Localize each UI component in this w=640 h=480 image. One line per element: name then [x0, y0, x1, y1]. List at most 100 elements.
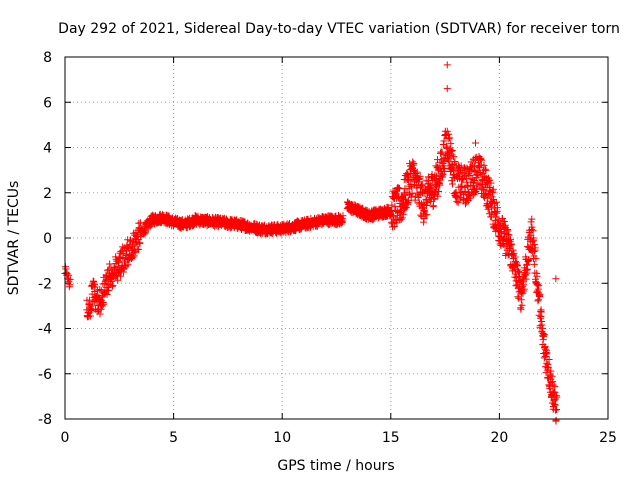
data-point: [553, 393, 561, 401]
data-point: [429, 202, 437, 210]
data-point: [114, 276, 122, 284]
data-point: [398, 214, 406, 222]
data-point: [506, 236, 514, 244]
data-point: [487, 179, 495, 187]
data-point: [390, 222, 398, 230]
data-point: [445, 135, 453, 143]
data-point: [443, 85, 451, 93]
data-point: [486, 184, 494, 192]
data-point: [438, 172, 446, 180]
data-point: [536, 290, 544, 298]
data-point: [479, 169, 487, 177]
data-point: [105, 286, 113, 294]
data-point: [530, 248, 538, 256]
data-point: [481, 165, 489, 173]
y-axis-label: SDTVAR / TECUs: [6, 181, 22, 296]
data-point: [410, 159, 418, 167]
data-point: [443, 127, 451, 135]
data-point: [135, 245, 143, 253]
data-point: [450, 167, 458, 175]
data-point: [551, 388, 559, 396]
data-point: [477, 156, 485, 164]
data-point: [482, 166, 490, 174]
data-point: [448, 146, 456, 154]
data-point: [447, 140, 455, 148]
data-point: [87, 307, 95, 315]
data-point: [441, 167, 449, 175]
data-point: [471, 177, 479, 185]
x-tick-label: 0: [61, 430, 70, 446]
data-point: [551, 406, 559, 414]
data-point: [531, 244, 539, 252]
data-point: [419, 200, 427, 208]
data-point: [397, 215, 405, 223]
data-point: [466, 194, 474, 202]
data-point: [440, 137, 448, 145]
data-point: [420, 214, 428, 222]
data-point: [108, 282, 116, 290]
y-tick-label: 6: [43, 95, 52, 111]
data-point: [533, 272, 541, 280]
data-point: [494, 217, 502, 225]
data-point: [540, 354, 548, 362]
plot-frame: [64, 56, 609, 420]
data-point: [538, 321, 546, 329]
data-point: [505, 231, 513, 239]
data-point: [415, 175, 423, 183]
data-point: [549, 381, 557, 389]
y-tick-label: -2: [38, 276, 52, 292]
data-point: [528, 223, 536, 231]
data-point: [493, 204, 501, 212]
data-point: [517, 305, 525, 313]
data-point: [535, 282, 543, 290]
data-point: [510, 250, 518, 258]
data-point: [99, 300, 107, 308]
data-point: [423, 211, 431, 219]
data-point: [451, 157, 459, 165]
data-point: [399, 210, 407, 218]
data-point: [492, 198, 500, 206]
data-point: [552, 275, 560, 283]
data-point: [457, 176, 465, 184]
data-point: [500, 218, 508, 226]
data-point: [534, 297, 542, 305]
data-point: [523, 265, 531, 273]
data-point: [66, 275, 74, 283]
data-point: [129, 253, 137, 261]
data-point: [96, 310, 104, 318]
data-point: [443, 145, 451, 153]
data-point: [454, 199, 462, 207]
data-point: [418, 182, 426, 190]
data-point: [507, 240, 515, 248]
data-point: [388, 201, 396, 209]
data-point: [473, 185, 481, 193]
data-point: [517, 296, 525, 304]
data-point: [456, 195, 464, 203]
data-point: [530, 260, 538, 268]
y-tick-label: 8: [43, 50, 52, 66]
data-point: [553, 405, 561, 413]
x-axis-label: GPS time / hours: [277, 458, 394, 474]
data-point: [501, 230, 509, 238]
y-tick-label: -8: [38, 412, 52, 428]
data-point: [552, 416, 560, 424]
data-point: [514, 293, 522, 301]
data-point: [544, 363, 552, 371]
x-tick-label: 10: [273, 430, 291, 446]
data-point: [529, 227, 537, 235]
y-tick-label: 2: [43, 186, 52, 202]
data-point: [86, 296, 94, 304]
data-point: [506, 245, 514, 253]
data-point: [528, 215, 536, 223]
data-point: [439, 170, 447, 178]
data-point: [515, 272, 523, 280]
data-point: [522, 275, 530, 283]
y-tick-label: -6: [38, 367, 52, 383]
y-tick-label: -4: [38, 322, 52, 338]
data-point: [530, 236, 538, 244]
data-point: [434, 192, 442, 200]
data-point: [443, 61, 451, 69]
data-point: [457, 183, 465, 191]
data-point: [86, 312, 94, 320]
data-point: [495, 221, 503, 229]
